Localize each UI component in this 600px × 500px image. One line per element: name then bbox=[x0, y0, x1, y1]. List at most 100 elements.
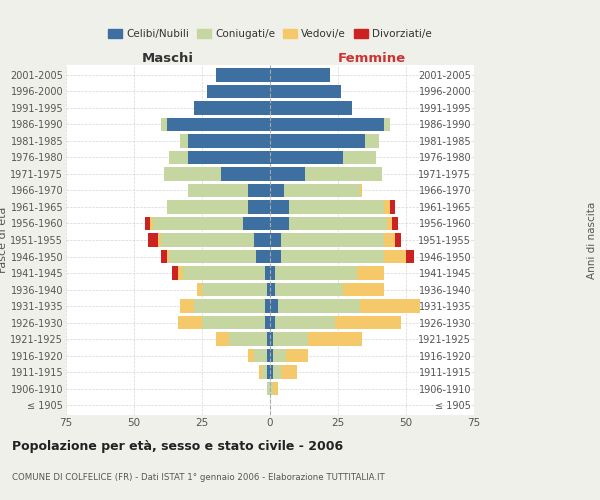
Bar bbox=[265, 300, 270, 313]
Bar bbox=[270, 332, 273, 346]
Bar bbox=[270, 184, 284, 197]
Bar bbox=[281, 233, 384, 247]
Bar bbox=[248, 184, 270, 197]
Bar bbox=[169, 150, 188, 164]
Bar bbox=[343, 283, 384, 296]
Bar bbox=[265, 316, 270, 330]
Bar bbox=[392, 216, 398, 230]
Bar bbox=[188, 150, 270, 164]
Bar bbox=[180, 300, 194, 313]
Bar bbox=[270, 118, 384, 131]
Bar bbox=[267, 349, 270, 362]
Bar bbox=[270, 200, 289, 214]
Bar bbox=[243, 216, 270, 230]
Bar bbox=[254, 233, 270, 247]
Bar bbox=[335, 316, 401, 330]
Bar bbox=[406, 250, 414, 264]
Bar bbox=[270, 316, 275, 330]
Bar bbox=[145, 216, 151, 230]
Bar bbox=[270, 68, 330, 82]
Text: Anni di nascita: Anni di nascita bbox=[587, 202, 597, 278]
Bar bbox=[148, 233, 158, 247]
Bar bbox=[275, 283, 343, 296]
Bar bbox=[365, 134, 379, 147]
Bar bbox=[357, 266, 384, 280]
Bar bbox=[164, 167, 221, 180]
Bar bbox=[284, 184, 360, 197]
Bar bbox=[167, 118, 270, 131]
Bar bbox=[215, 332, 229, 346]
Bar bbox=[208, 84, 270, 98]
Text: Maschi: Maschi bbox=[142, 52, 194, 65]
Text: Popolazione per età, sesso e stato civile - 2006: Popolazione per età, sesso e stato civil… bbox=[12, 440, 343, 453]
Bar bbox=[194, 101, 270, 114]
Bar bbox=[275, 266, 357, 280]
Bar bbox=[188, 184, 248, 197]
Bar bbox=[281, 366, 297, 379]
Bar bbox=[178, 316, 202, 330]
Bar bbox=[248, 349, 254, 362]
Bar bbox=[265, 266, 270, 280]
Text: Femmine: Femmine bbox=[338, 52, 406, 65]
Bar bbox=[270, 150, 343, 164]
Bar bbox=[308, 332, 362, 346]
Bar bbox=[254, 349, 267, 362]
Bar bbox=[229, 332, 267, 346]
Bar bbox=[270, 349, 273, 362]
Bar bbox=[273, 349, 286, 362]
Bar bbox=[180, 134, 188, 147]
Bar bbox=[151, 216, 153, 230]
Bar bbox=[270, 266, 275, 280]
Bar bbox=[270, 366, 273, 379]
Bar bbox=[387, 216, 392, 230]
Bar bbox=[267, 382, 270, 396]
Bar bbox=[161, 233, 254, 247]
Bar bbox=[275, 316, 335, 330]
Bar bbox=[389, 200, 395, 214]
Bar bbox=[360, 184, 362, 197]
Bar bbox=[267, 332, 270, 346]
Text: COMUNE DI COLFELICE (FR) - Dati ISTAT 1° gennaio 2006 - Elaborazione TUTTITALIA.: COMUNE DI COLFELICE (FR) - Dati ISTAT 1°… bbox=[12, 473, 385, 482]
Bar bbox=[172, 266, 178, 280]
Bar bbox=[158, 233, 161, 247]
Bar bbox=[270, 101, 352, 114]
Bar bbox=[278, 300, 360, 313]
Bar bbox=[267, 366, 270, 379]
Bar bbox=[188, 134, 270, 147]
Bar bbox=[197, 283, 202, 296]
Bar bbox=[270, 84, 341, 98]
Bar bbox=[183, 266, 265, 280]
Bar bbox=[305, 167, 382, 180]
Bar bbox=[384, 200, 389, 214]
Bar bbox=[169, 250, 256, 264]
Bar bbox=[270, 283, 275, 296]
Bar bbox=[273, 382, 278, 396]
Bar bbox=[221, 167, 270, 180]
Bar bbox=[270, 134, 365, 147]
Bar bbox=[289, 200, 384, 214]
Bar bbox=[270, 250, 281, 264]
Bar bbox=[384, 250, 406, 264]
Y-axis label: Fasce di età: Fasce di età bbox=[0, 207, 8, 273]
Bar bbox=[270, 233, 281, 247]
Bar bbox=[167, 250, 169, 264]
Bar bbox=[270, 300, 278, 313]
Bar bbox=[273, 332, 308, 346]
Bar bbox=[167, 200, 248, 214]
Bar bbox=[202, 316, 265, 330]
Bar bbox=[286, 349, 308, 362]
Bar bbox=[395, 233, 401, 247]
Bar bbox=[194, 300, 265, 313]
Bar bbox=[360, 300, 419, 313]
Bar bbox=[270, 382, 273, 396]
Bar bbox=[384, 118, 389, 131]
Bar bbox=[178, 266, 183, 280]
Bar bbox=[161, 118, 167, 131]
Bar bbox=[273, 366, 281, 379]
Bar bbox=[248, 200, 270, 214]
Bar bbox=[267, 283, 270, 296]
Bar bbox=[256, 250, 270, 264]
Bar bbox=[262, 366, 267, 379]
Bar bbox=[281, 250, 384, 264]
Bar bbox=[161, 250, 167, 264]
